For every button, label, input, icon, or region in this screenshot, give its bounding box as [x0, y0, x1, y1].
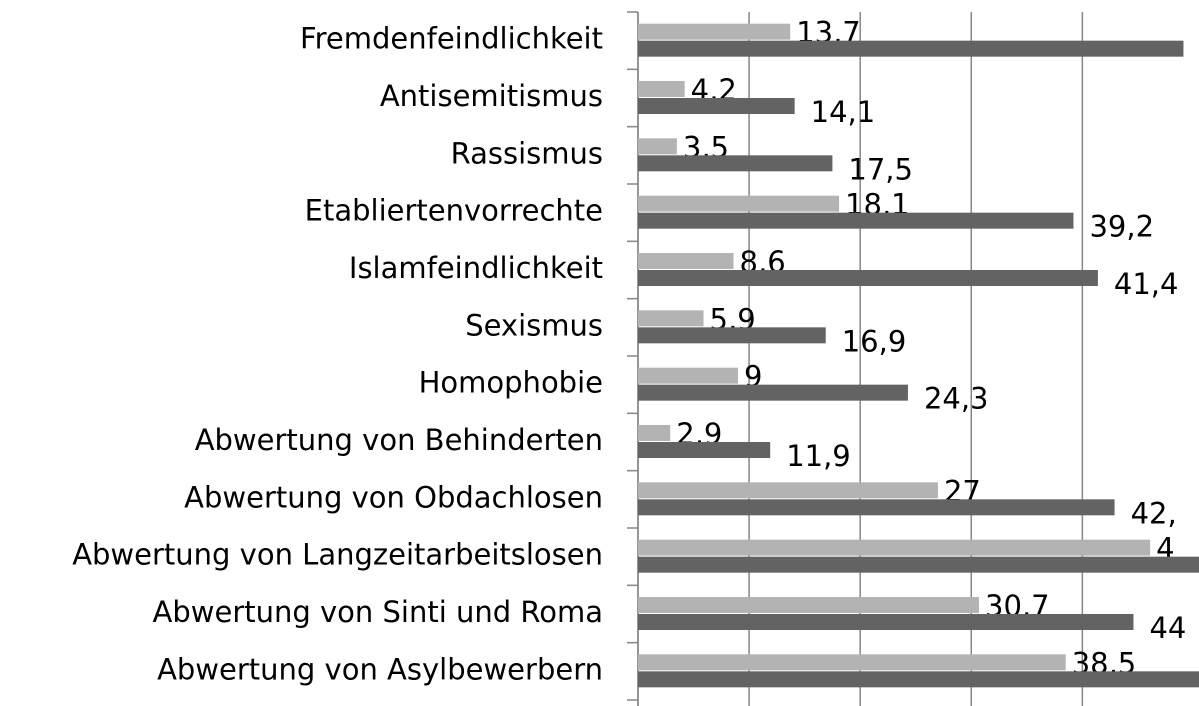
bar [638, 367, 738, 384]
bar [638, 23, 791, 40]
category-label: Homophobie [419, 366, 603, 400]
bar [638, 556, 1199, 573]
bar [638, 671, 1199, 688]
bar [638, 384, 908, 401]
category-label: Abwertung von Asylbewerbern [157, 652, 603, 686]
bar [638, 425, 671, 441]
category-label: Rassismus [451, 136, 603, 170]
bar [638, 482, 938, 499]
bar [638, 253, 734, 269]
bar [638, 442, 771, 458]
data-label: 42, [1131, 496, 1177, 530]
data-label: 44 [1149, 611, 1186, 645]
category-label: Abwertung von Langzeitarbeitslosen [72, 538, 603, 572]
bar [638, 327, 826, 344]
category-label: Antisemitismus [380, 79, 603, 113]
bar [638, 212, 1074, 229]
category-label: Fremdenfeindlichkeit [300, 22, 603, 56]
bar [638, 597, 980, 613]
bar [638, 654, 1066, 671]
category-label: Islamfeindlichkeit [349, 251, 603, 285]
data-label: 39,2 [1089, 210, 1154, 244]
bar [638, 614, 1134, 630]
data-label: 14,1 [811, 95, 876, 129]
category-label: Abwertung von Behinderten [195, 423, 603, 457]
bar [638, 270, 1098, 286]
category-label: Abwertung von Obdachlosen [184, 480, 603, 514]
bar [638, 539, 1151, 556]
bar [638, 81, 685, 97]
data-label: 24,3 [924, 382, 989, 416]
bar [638, 40, 1184, 57]
category-label: Abwertung von Sinti und Roma [153, 595, 603, 629]
bar [638, 155, 833, 172]
bar [638, 310, 704, 327]
data-label: 41,4 [1114, 267, 1179, 301]
data-label: 11,9 [786, 439, 851, 473]
category-label: Sexismus [465, 308, 603, 342]
bar [638, 499, 1115, 516]
bar [638, 195, 840, 212]
bar [638, 98, 795, 114]
category-label: Etabliertenvorrechte [305, 194, 603, 228]
bar [638, 138, 677, 155]
data-label: 16,9 [842, 324, 907, 358]
data-label: 17,5 [848, 152, 913, 186]
